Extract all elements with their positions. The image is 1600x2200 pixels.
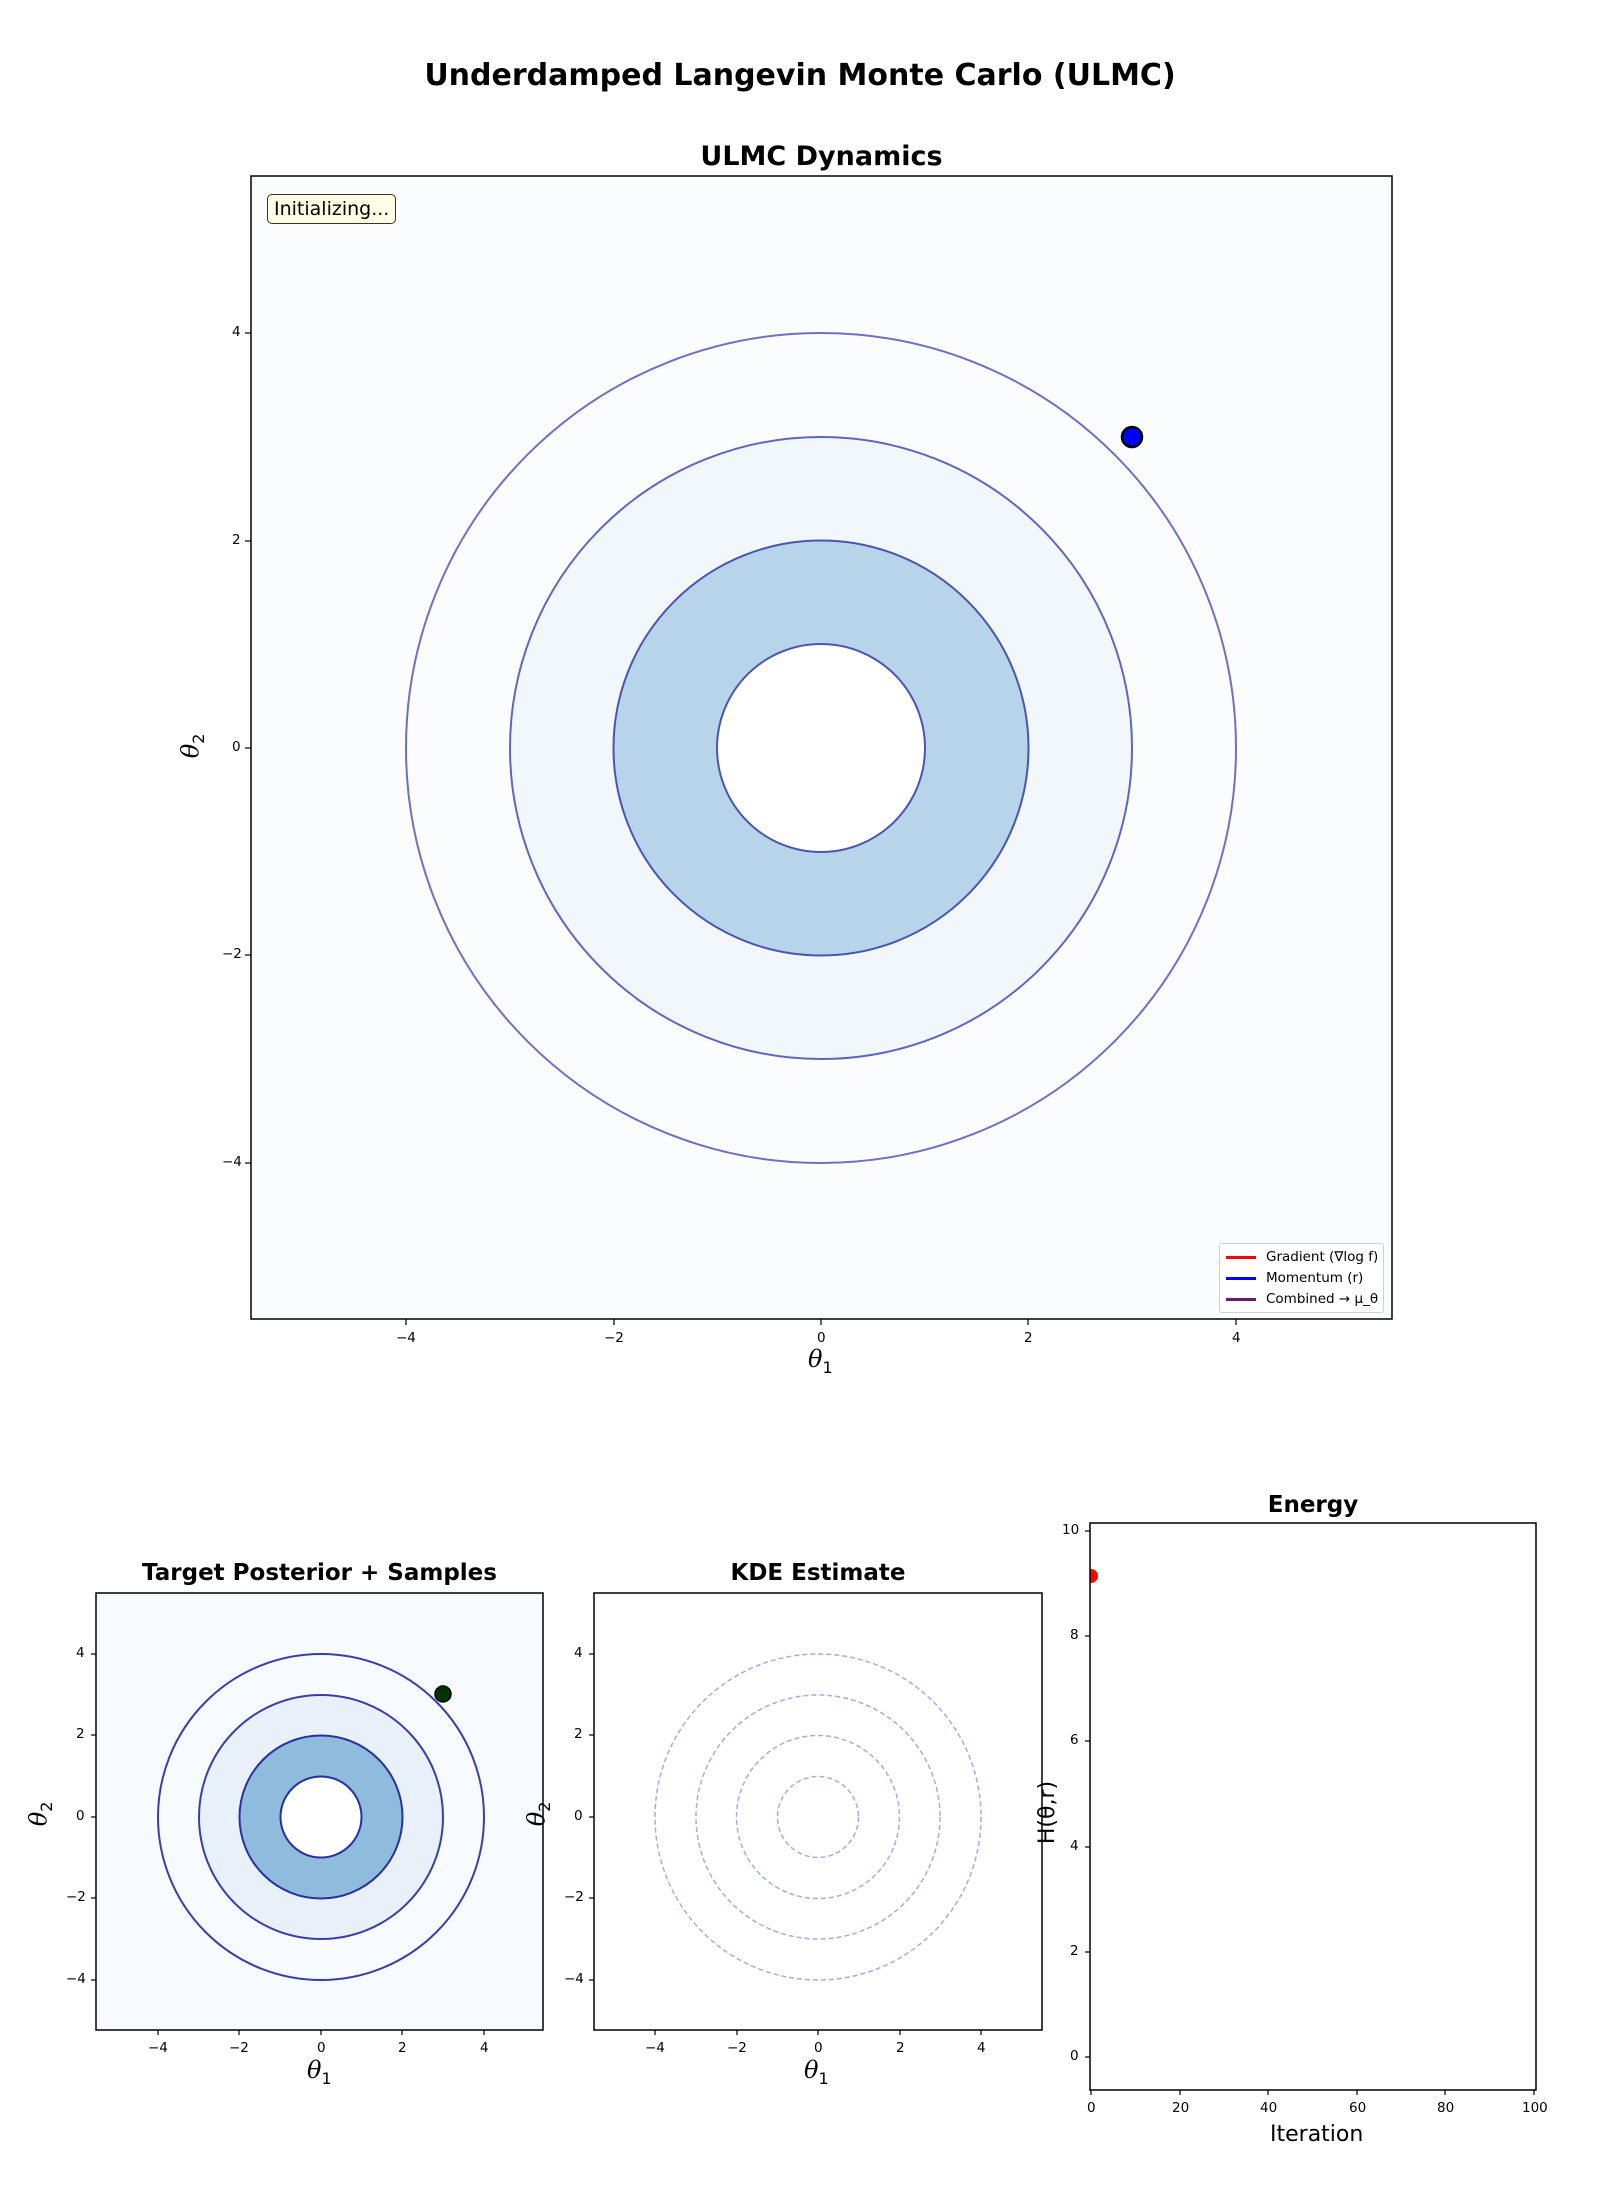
- y-tick: 2: [1070, 1943, 1079, 1959]
- combined-line-swatch: [1226, 1297, 1256, 1301]
- x-tick: −4: [148, 2040, 168, 2056]
- main-plot-legend: Gradient (∇log f) Momentum (r) Combined …: [1219, 1243, 1384, 1313]
- energy-y-axis-label: H(θ,r): [1035, 1780, 1061, 1845]
- x-tick: 40: [1260, 2100, 1278, 2116]
- kde-plot-title: KDE Estimate: [730, 1560, 906, 1586]
- energy-point: [1090, 1569, 1098, 1583]
- legend-label: Combined → μ_θ: [1266, 1291, 1379, 1307]
- y-tick: 4: [574, 1645, 583, 1661]
- y-tick: 0: [1070, 2048, 1079, 2064]
- x-tick: −4: [396, 1330, 416, 1346]
- legend-label: Gradient (∇log f): [1266, 1249, 1379, 1265]
- posterior-plot-title: Target Posterior + Samples: [142, 1560, 497, 1586]
- y-tick: 8: [1070, 1627, 1079, 1643]
- x-tick: 20: [1172, 2100, 1190, 2116]
- y-tick: −2: [222, 946, 242, 962]
- x-tick: 2: [896, 2040, 905, 2056]
- x-tick: 0: [317, 2040, 326, 2056]
- x-tick: 4: [977, 2040, 986, 2056]
- x-tick: 4: [1232, 1330, 1241, 1346]
- energy-plot-axes: [1085, 1522, 1537, 2095]
- x-tick: 100: [1522, 2100, 1548, 2116]
- current-position-marker: [1120, 425, 1144, 449]
- y-tick: 10: [1062, 1522, 1080, 1538]
- legend-item-combined: Combined → μ_θ: [1226, 1289, 1378, 1309]
- main-x-axis-label: θ1: [808, 1345, 833, 1377]
- x-tick: 4: [480, 2040, 489, 2056]
- y-tick: 2: [76, 1726, 85, 1742]
- x-tick: 2: [1024, 1330, 1033, 1346]
- y-tick: 2: [232, 532, 241, 548]
- x-tick: 60: [1349, 2100, 1367, 2116]
- sample-marker: [434, 1685, 452, 1703]
- x-tick: 0: [1087, 2100, 1096, 2116]
- x-tick: 0: [817, 1330, 826, 1346]
- legend-label: Momentum (r): [1266, 1270, 1364, 1286]
- y-tick: −2: [66, 1889, 86, 1905]
- x-tick: 2: [398, 2040, 407, 2056]
- x-tick: 0: [814, 2040, 823, 2056]
- x-tick: 80: [1437, 2100, 1455, 2116]
- energy-plot-title: Energy: [1267, 1492, 1359, 1518]
- y-tick: 4: [1070, 1838, 1079, 1854]
- y-tick: 6: [1070, 1732, 1079, 1748]
- main-plot-axes: [245, 175, 1393, 1325]
- x-tick: −2: [727, 2040, 747, 2056]
- main-y-axis-label: θ2: [176, 733, 209, 759]
- y-tick: 4: [232, 324, 241, 340]
- legend-item-gradient: Gradient (∇log f): [1226, 1247, 1378, 1267]
- posterior-y-axis-label: θ2: [24, 1801, 57, 1827]
- energy-x-axis-label: Iteration: [1270, 2122, 1364, 2147]
- posterior-x-axis-label: θ1: [307, 2056, 332, 2088]
- y-tick: 0: [76, 1808, 85, 1824]
- kde-y-axis-label: θ2: [522, 1801, 555, 1827]
- x-tick: −2: [604, 1330, 624, 1346]
- momentum-line-swatch: [1226, 1276, 1256, 1280]
- figure-title: Underdamped Langevin Monte Carlo (ULMC): [424, 58, 1176, 93]
- y-tick: 2: [574, 1726, 583, 1742]
- y-tick: −2: [564, 1889, 584, 1905]
- y-tick: −4: [66, 1971, 86, 1987]
- y-tick: 0: [232, 739, 241, 755]
- posterior-plot-axes: [91, 1592, 544, 2035]
- y-tick: −4: [564, 1971, 584, 1987]
- y-tick: 0: [574, 1808, 583, 1824]
- main-plot-title: ULMC Dynamics: [700, 141, 943, 172]
- x-tick: −4: [645, 2040, 665, 2056]
- legend-item-momentum: Momentum (r): [1226, 1268, 1363, 1288]
- y-tick: −4: [222, 1154, 242, 1170]
- kde-x-axis-label: θ1: [804, 2056, 829, 2088]
- status-annotation: Initializing...: [267, 194, 397, 224]
- x-tick: −2: [229, 2040, 249, 2056]
- y-tick: 4: [76, 1645, 85, 1661]
- gradient-line-swatch: [1226, 1255, 1256, 1259]
- kde-plot-axes: [589, 1592, 1043, 2035]
